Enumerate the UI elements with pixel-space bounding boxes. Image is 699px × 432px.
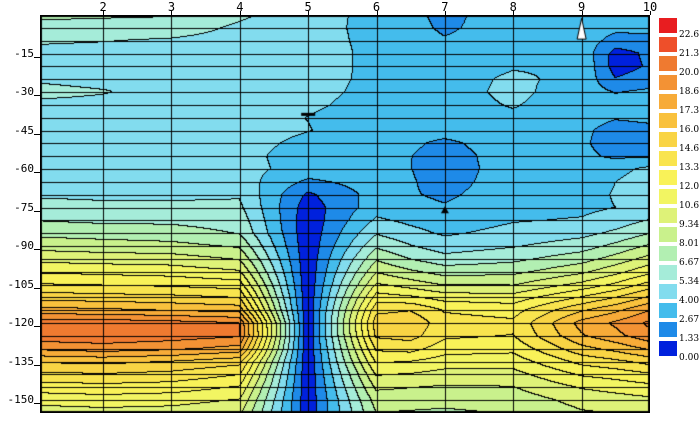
y-tick-label: -60 <box>14 162 34 176</box>
x-tick-label: 5 <box>304 0 312 14</box>
x-tick-label: 9 <box>578 0 586 14</box>
legend-value-label: 8.01 <box>679 239 699 249</box>
x-tick-label: 6 <box>372 0 381 14</box>
y-tick-label: -120 <box>7 316 35 330</box>
legend-swatch <box>659 113 677 128</box>
contour-canvas <box>40 15 650 413</box>
y-tick-mark <box>34 326 40 328</box>
legend-value-label: 1.33 <box>679 334 699 344</box>
legend-value-label: 2.67 <box>679 315 699 325</box>
legend-value-label: 16.01 <box>679 125 699 135</box>
legend-swatch <box>659 322 677 337</box>
y-tick-mark <box>34 56 40 58</box>
x-tick-mark <box>581 11 583 15</box>
x-tick-label: 10 <box>642 0 658 14</box>
legend-value-label: 21.35 <box>679 49 699 59</box>
y-tick-label: -45 <box>14 123 34 137</box>
legend-value-label: 20.01 <box>679 68 699 78</box>
legend-value-label: 0.00 <box>679 353 699 363</box>
x-tick-mark <box>103 11 105 15</box>
legend-value-label: 6.67 <box>679 258 699 268</box>
x-tick-mark <box>308 11 310 15</box>
legend-swatch <box>659 94 677 109</box>
legend-swatch <box>659 227 677 242</box>
x-tick-label: 8 <box>509 0 517 14</box>
legend-swatch <box>659 170 677 185</box>
x-tick-mark <box>513 11 515 15</box>
y-tick-mark <box>34 249 40 251</box>
plot-area <box>40 15 650 413</box>
x-tick-mark <box>444 11 446 15</box>
legend-swatch <box>659 151 677 166</box>
y-tick-mark <box>34 403 40 405</box>
y-tick-mark <box>34 364 40 366</box>
legend-swatch <box>659 341 677 356</box>
x-tick-label: 3 <box>167 0 176 14</box>
legend-swatch <box>659 284 677 299</box>
legend-value-label: 22.68 <box>679 30 699 40</box>
y-tick-label: -90 <box>14 239 34 253</box>
y-tick-mark <box>34 172 40 174</box>
legend-value-label: 4.00 <box>679 296 699 306</box>
legend-swatch <box>659 37 677 52</box>
legend-swatch <box>659 132 677 147</box>
legend-value-label: 17.35 <box>679 106 699 116</box>
legend-value-label: 18.68 <box>679 87 699 97</box>
x-tick-label: 7 <box>441 0 449 14</box>
legend-value-label: 14.68 <box>679 144 699 154</box>
y-tick-label: -75 <box>14 200 34 214</box>
legend-swatch <box>659 265 677 280</box>
legend-value-label: 13.34 <box>679 163 699 173</box>
legend-value-label: 9.34 <box>679 220 699 230</box>
legend-value-label: 10.67 <box>679 201 699 211</box>
y-tick-label: -30 <box>14 85 34 99</box>
x-tick-label: 2 <box>99 0 107 14</box>
y-tick-label: -105 <box>7 277 35 291</box>
legend-value-label: 5.34 <box>679 277 699 287</box>
legend-swatch <box>659 303 677 318</box>
y-tick-mark <box>34 95 40 97</box>
legend-swatch <box>659 189 677 204</box>
x-tick-mark <box>239 11 241 15</box>
legend-swatch <box>659 75 677 90</box>
y-tick-mark <box>34 210 40 212</box>
x-tick-mark <box>376 11 378 15</box>
y-tick-mark <box>34 133 40 135</box>
x-tick-label: 4 <box>236 0 244 14</box>
x-tick-mark <box>650 11 651 15</box>
legend-value-label: 12.01 <box>679 182 699 192</box>
x-tick-mark <box>171 11 173 15</box>
y-tick-mark <box>34 287 40 289</box>
y-tick-label: -15 <box>14 46 34 60</box>
y-tick-label: -135 <box>7 354 35 368</box>
legend-swatch <box>659 18 677 33</box>
legend-swatch <box>659 208 677 223</box>
legend-swatch <box>659 246 677 261</box>
legend-swatch <box>659 56 677 71</box>
y-tick-label: -150 <box>7 393 35 407</box>
